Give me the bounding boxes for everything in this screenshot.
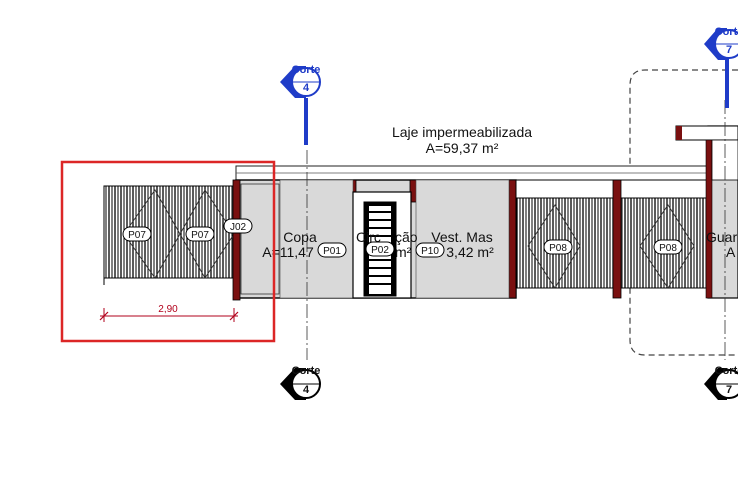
roof-area: A=59,37 m² [426, 140, 499, 156]
section-marker-corte7-top[interactable]: Corte 7 [704, 26, 738, 60]
tag-p01[interactable]: P01 [317, 242, 347, 258]
section-marker-corte4-bottom[interactable]: Corte 4 [280, 365, 321, 400]
room-title-guarita: Guar [706, 229, 737, 245]
dimension-line[interactable]: 2,90 [99, 304, 239, 322]
wall-west [232, 179, 241, 301]
tag-label: P07 [128, 230, 146, 241]
tag-j02[interactable]: J02 [223, 218, 253, 234]
tag-label: P02 [371, 245, 389, 256]
section-marker-corte7-bottom[interactable]: Corte 7 [704, 365, 738, 400]
tag-p08-right[interactable]: P08 [653, 239, 683, 255]
tag-label: P01 [323, 246, 341, 257]
corte-number: 4 [303, 384, 310, 396]
corte-number: 4 [303, 82, 310, 94]
room-title-vest-mas: Vest. Mas [431, 229, 492, 245]
roof-title: Laje impermeabilizada [392, 124, 532, 140]
tag-p08-left[interactable]: P08 [543, 239, 573, 255]
room-area-copa: A=11,47 [262, 244, 314, 260]
corte-label: Corte [292, 365, 321, 377]
room-area-guarita: A [726, 244, 736, 260]
tag-p07-left[interactable]: P07 [122, 226, 152, 242]
tag-label: J02 [230, 222, 247, 233]
tag-label: P08 [549, 243, 567, 254]
selection-box[interactable] [60, 160, 276, 343]
room-area-vest-mas: 3,42 m² [446, 244, 494, 260]
section-marker-corte4-top[interactable]: Corte 4 [280, 64, 321, 98]
corte-number: 7 [726, 44, 732, 56]
corte-number: 7 [726, 384, 732, 396]
wall-4 [612, 179, 622, 299]
dimension-value: 2,90 [158, 304, 178, 315]
corte-label: Corte [715, 26, 738, 38]
room-title-copa: Copa [283, 229, 317, 245]
corte-label: Corte [715, 365, 738, 377]
room-title-circulacao: Circ [356, 229, 381, 245]
tag-p07-right[interactable]: P07 [185, 226, 215, 242]
room-title-circulacao-end: ção [395, 229, 418, 245]
corte-label: Corte [292, 64, 321, 76]
tag-p10[interactable]: P10 [415, 242, 445, 258]
tag-p02[interactable]: P02 [365, 241, 395, 257]
room-area-circulacao: m² [395, 244, 412, 260]
tag-label: P10 [421, 246, 439, 257]
tag-label: P08 [659, 243, 677, 254]
wall-3 [508, 179, 517, 299]
tag-label: P07 [191, 230, 209, 241]
